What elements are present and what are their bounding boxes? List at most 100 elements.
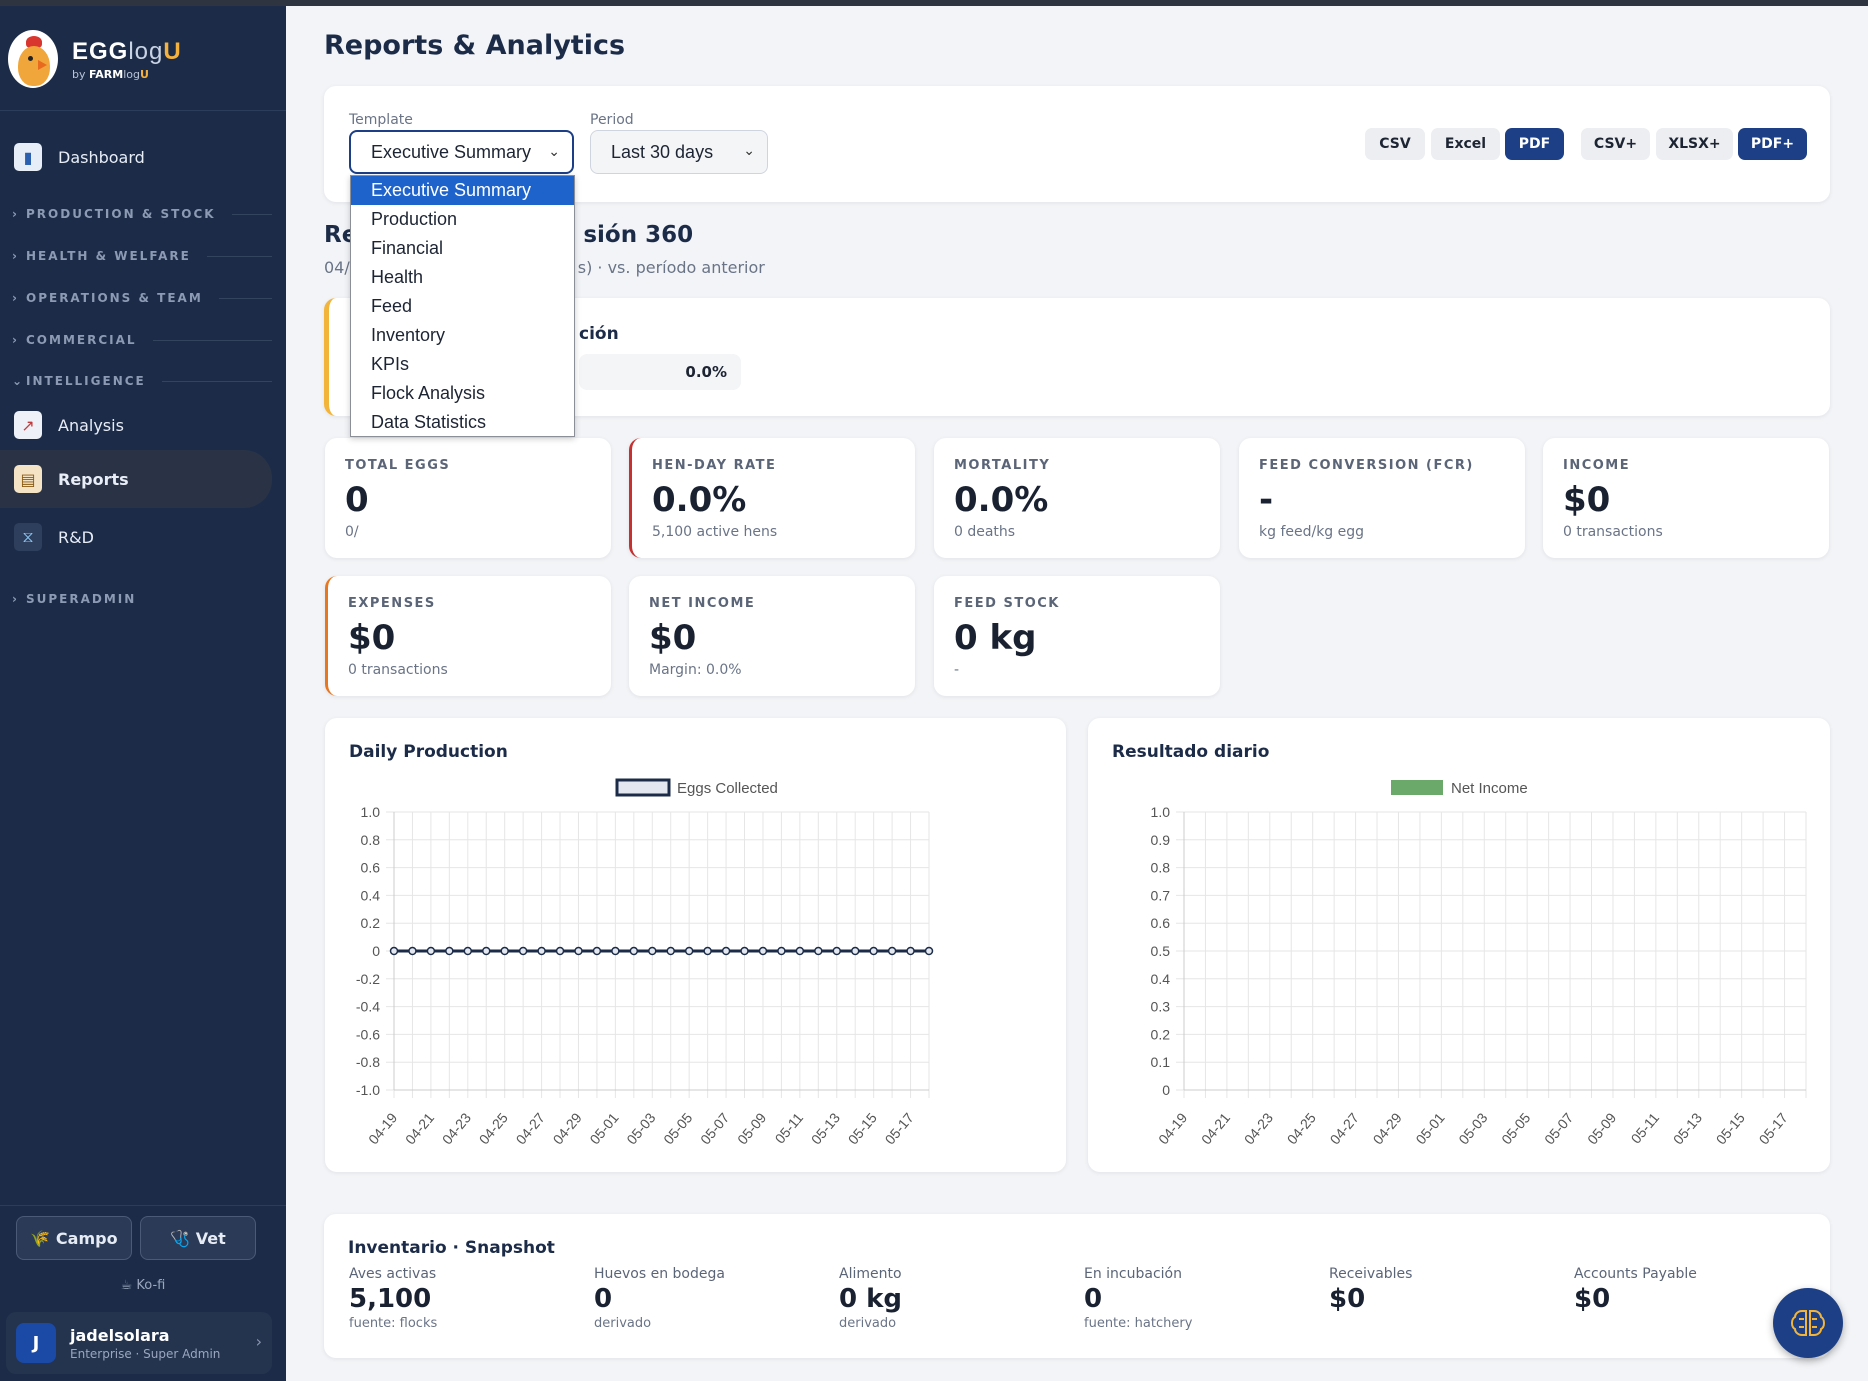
kpi-card-total-eggs: TOTAL EGGS 0 0/ — [325, 438, 611, 558]
x-tick-label: 04-23 — [439, 1109, 474, 1147]
kpi-sub: 0/ — [345, 524, 359, 540]
y-tick-label: 0.2 — [1151, 1026, 1171, 1042]
x-tick-label: 05-17 — [1756, 1109, 1791, 1147]
template-option-kpis[interactable]: KPIs — [371, 354, 410, 374]
legend-swatch — [615, 778, 671, 797]
section-production-stock[interactable]: › PRODUCTION & STOCK — [12, 202, 272, 226]
export-pdf-button[interactable]: PDF — [1505, 128, 1564, 160]
data-point — [574, 946, 583, 956]
sidebar-item-label: R&D — [58, 527, 94, 547]
data-point — [869, 946, 878, 956]
data-point — [426, 946, 436, 956]
data-point — [887, 946, 897, 956]
kpi-value: - — [1259, 480, 1274, 520]
y-tick-label: -0.8 — [356, 1054, 380, 1070]
data-point — [721, 946, 731, 956]
x-tick-label: 04-25 — [476, 1109, 511, 1147]
section-commercial[interactable]: › COMMERCIAL — [12, 328, 272, 352]
chart-legend: Eggs Collected — [615, 778, 778, 797]
section-health-welfare[interactable]: › HEALTH & WELFARE — [12, 244, 272, 268]
x-tick-label: 04-29 — [550, 1109, 585, 1147]
export-csv-plus-button[interactable]: CSV+ — [1581, 128, 1650, 160]
ai-assistant-button[interactable] — [1773, 1288, 1843, 1358]
export-excel-button[interactable]: Excel — [1431, 128, 1500, 160]
kpi-sub: 0 transactions — [1563, 524, 1663, 540]
template-option-feed[interactable]: Feed — [371, 296, 413, 316]
x-tick-label: 05-09 — [734, 1109, 769, 1147]
x-tick-label: 05-07 — [1541, 1109, 1576, 1147]
data-point — [555, 946, 565, 956]
period-select[interactable]: Last 30 days ⌄ — [590, 130, 768, 174]
x-tick-label: 04-29 — [1370, 1109, 1405, 1147]
kpi-sub: Margin: 0.0% — [649, 662, 742, 678]
data-point — [906, 946, 915, 956]
y-tick-label: 0.2 — [361, 915, 381, 931]
inventory-item: Alimento 0 kg derivado — [839, 1266, 903, 1331]
template-option-flock-analysis[interactable]: Flock Analysis — [371, 383, 486, 403]
template-option-financial[interactable]: Financial — [371, 238, 444, 258]
export-xlsx-plus-button[interactable]: XLSX+ — [1656, 128, 1733, 160]
kpi-card-mortality: MORTALITY 0.0% 0 deaths — [934, 438, 1220, 558]
y-tick-label: 0.4 — [1151, 971, 1171, 987]
data-point — [666, 946, 675, 956]
section-intelligence[interactable]: ⌄ INTELLIGENCE — [12, 369, 272, 393]
chart-title: Daily Production — [349, 742, 508, 762]
x-tick-label: 05-15 — [1713, 1109, 1748, 1147]
data-point — [795, 946, 805, 956]
sidebar-item-reports[interactable]: ▤ Reports — [0, 450, 272, 508]
period-label: Period — [590, 112, 634, 128]
chevron-right-icon: › — [12, 207, 19, 221]
x-tick-label: 05-15 — [845, 1109, 880, 1147]
user-name: jadelsolara — [70, 1325, 170, 1345]
campo-button[interactable]: 🌾 Campo — [16, 1216, 132, 1260]
kpi-value: $0 — [348, 618, 396, 658]
x-tick-label: 04-19 — [1155, 1109, 1190, 1147]
sidebar-item-analysis[interactable]: ↗ Analysis — [0, 397, 272, 453]
template-option-health[interactable]: Health — [371, 267, 424, 287]
x-tick-label: 04-25 — [1284, 1109, 1319, 1147]
export-pdf-plus-button[interactable]: PDF+ — [1738, 128, 1807, 160]
x-tick-label: 05-03 — [623, 1109, 658, 1147]
kpi-card-net-income: NET INCOME $0 Margin: 0.0% — [629, 576, 915, 696]
legend-swatch — [1391, 780, 1443, 795]
template-select[interactable]: Executive Summary ⌄ — [349, 130, 574, 174]
alert-value: 0.0% — [579, 354, 741, 390]
sidebar-item-rd[interactable]: ⧖ R&D — [0, 509, 272, 565]
data-point — [611, 946, 620, 956]
kpi-card-expenses: EXPENSES $0 0 transactions — [325, 576, 611, 696]
page-title: Reports & Analytics — [324, 30, 626, 61]
chevron-right-icon: › — [255, 1332, 262, 1351]
brand-byline: by FARMlogU — [72, 67, 149, 81]
inventory-item: Huevos en bodega 0 derivado — [594, 1266, 725, 1331]
y-tick-label: 0.1 — [1151, 1054, 1171, 1070]
template-option-data-statistics[interactable]: Data Statistics — [371, 412, 487, 432]
sidebar-item-dashboard[interactable]: ▮ Dashboard — [0, 129, 272, 185]
chevron-right-icon: › — [12, 291, 19, 305]
kpi-sub: 5,100 active hens — [652, 524, 778, 540]
template-label: Template — [349, 112, 413, 128]
divider — [0, 1205, 286, 1206]
y-tick-label: 0.8 — [1151, 860, 1171, 876]
kofi-link[interactable]: ☕ Ko-fi — [120, 1278, 166, 1293]
template-option-production[interactable]: Production — [371, 209, 458, 229]
template-option-inventory[interactable]: Inventory — [371, 325, 446, 345]
template-option-executive-summary[interactable]: Executive Summary — [351, 176, 574, 205]
vet-button[interactable]: 🩺 Vet — [140, 1216, 256, 1260]
section-operations-team[interactable]: › OPERATIONS & TEAM — [12, 286, 272, 310]
brand-logo[interactable]: EGGlogU by FARMlogU — [8, 30, 182, 88]
user-profile-card[interactable]: J jadelsolara Enterprise · Super Admin › — [6, 1312, 272, 1374]
x-tick-label: 05-11 — [772, 1109, 807, 1146]
y-tick-label: 0.9 — [1151, 832, 1171, 848]
x-tick-label: 05-05 — [1498, 1109, 1533, 1147]
data-point — [814, 946, 823, 956]
section-superadmin[interactable]: › SUPERADMIN — [12, 592, 137, 606]
export-csv-button[interactable]: CSV — [1365, 128, 1425, 160]
data-point — [389, 946, 399, 956]
data-point — [924, 946, 934, 956]
x-tick-label: 04-19 — [365, 1109, 400, 1147]
kpi-card-feed-stock: FEED STOCK 0 kg - — [934, 576, 1220, 696]
x-tick-label: 05-09 — [1584, 1109, 1619, 1147]
data-point — [684, 946, 694, 956]
y-tick-label: 0 — [372, 943, 380, 959]
data-point — [463, 946, 473, 956]
